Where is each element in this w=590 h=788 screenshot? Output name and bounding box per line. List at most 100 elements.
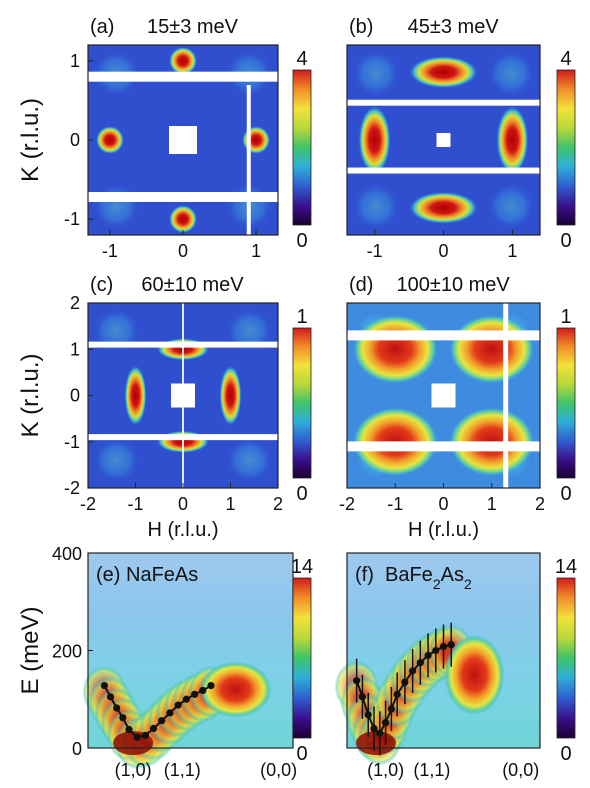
detector-gap-mask [246, 85, 251, 235]
panel-title: BaFe2As2 [385, 564, 472, 592]
x-tick-label: 0 [178, 241, 188, 261]
y-tick-label: 0 [70, 386, 80, 406]
x-tick-label: -1 [127, 494, 143, 514]
panel-d: (d) 100±10 meV -2 -1 0 1 2 H (r.l.u.) [339, 274, 545, 541]
panel-label: (f) [355, 564, 374, 586]
colorbar-max-label: 1 [296, 306, 307, 328]
panel-b: (b) 45±3 meV -1 0 1 [346, 16, 541, 261]
background-glow [487, 50, 535, 97]
colorbar-gradient [292, 327, 312, 479]
detector-gap-mask [88, 192, 278, 202]
colorbar-gradient [556, 577, 576, 739]
intensity-spot [242, 126, 271, 154]
x-tick-label: -1 [367, 241, 383, 261]
dispersion-point [141, 731, 149, 739]
beam-mask [436, 133, 451, 147]
subscript: 2 [433, 576, 441, 592]
panel-c: (c) 60±10 meV -2 -1 0 1 2 -2 -1 0 1 2 K (r.l.u.) H (r… [17, 274, 283, 541]
x-tick-label: 0 [438, 241, 448, 261]
background-glow [352, 183, 400, 230]
beam-mask [169, 126, 197, 154]
dispersion-point [409, 667, 417, 675]
x-tick-label: (1,0) [115, 760, 152, 780]
x-tick-label: 1 [507, 241, 517, 261]
spectral-weight-low [355, 731, 396, 756]
y-tick-label: 1 [70, 339, 80, 359]
colorbar-max-label: 4 [560, 48, 571, 70]
dispersion-point [439, 643, 448, 651]
dispersion-point [150, 724, 158, 733]
colorbar-gradient [556, 69, 576, 226]
detector-gap-mask [88, 71, 278, 82]
dispersion-point [174, 701, 182, 709]
dispersion-point [370, 724, 378, 733]
spectral-weight-peak [199, 661, 272, 718]
colorbar-max-label: 4 [296, 48, 307, 70]
panel-title: 15±3 meV [147, 16, 239, 38]
x-tick-label: 2 [273, 494, 283, 514]
dispersion-point [432, 646, 440, 655]
colorbar-1: 40 [292, 48, 312, 252]
dispersion-point [364, 711, 372, 719]
detector-gap-mask [347, 441, 540, 452]
x-tick-label: (0,0) [502, 760, 539, 780]
y-tick-label: 0 [70, 130, 80, 150]
panel-label: (c) [90, 274, 113, 296]
panel-e: (e) NaFeAs 0 200 400 (1,0) (1,1) (0,0) E (meV) [17, 544, 297, 780]
subscript: 2 [464, 576, 472, 592]
background-glow [93, 438, 140, 483]
dispersion-point [358, 693, 367, 701]
x-tick-label: 1 [225, 494, 235, 514]
intensity-spot [169, 46, 197, 75]
dispersion-point [393, 690, 401, 698]
intensity-spot [219, 365, 242, 426]
detector-gap-mask [347, 99, 540, 106]
dispersion-point [401, 678, 409, 686]
plot-frame [346, 552, 541, 749]
dispersion-point [191, 690, 199, 698]
colorbar-max-label: 14 [555, 556, 577, 578]
x-tick-label: -2 [339, 494, 355, 514]
x-tick-label: 0 [438, 494, 448, 514]
y-tick-label: 1 [70, 51, 80, 71]
x-tick-label: (0,0) [260, 760, 297, 780]
y-tick-label: 400 [52, 544, 82, 564]
intensity-spot [169, 205, 197, 234]
dispersion-point [119, 714, 127, 722]
y-tick-label: -1 [64, 209, 80, 229]
dispersion-point [182, 695, 190, 703]
dispersion-point [416, 659, 424, 667]
colorbar-gradient [292, 69, 312, 226]
panel-title: 100±10 meV [397, 274, 511, 296]
background-glow [352, 50, 400, 97]
background-glow [487, 183, 535, 230]
colorbar-max-label: 14 [291, 556, 313, 578]
intensity-spot [124, 365, 147, 426]
dispersion-point [447, 641, 455, 649]
y-tick-label: 2 [70, 293, 80, 313]
colorbar-min-label: 0 [560, 743, 571, 765]
colorbar-min-label: 0 [296, 230, 307, 252]
colorbar-gradient [292, 577, 312, 739]
detector-gap-mask [182, 303, 184, 488]
panel-title: NaFeAs [126, 564, 198, 586]
spectral-weight-peak [444, 634, 505, 715]
x-tick-label: -1 [102, 241, 118, 261]
colorbar-min-label: 0 [560, 483, 571, 505]
dispersion-point [353, 677, 361, 685]
dispersion-point [387, 705, 395, 713]
colorbar-min-label: 0 [296, 483, 307, 505]
dispersion-point [113, 704, 121, 712]
x-tick-label: 1 [251, 241, 261, 261]
dispersion-point [376, 729, 384, 737]
dispersion-point [100, 682, 108, 690]
beam-mask [431, 383, 456, 408]
panel-label: (e) [96, 564, 120, 586]
x-tick-label: -2 [80, 494, 96, 514]
x-axis-label: H (r.l.u.) [147, 519, 218, 541]
x-tick-label: -1 [387, 494, 403, 514]
y-axis-label: K (r.l.u.) [17, 353, 44, 437]
panel-label: (a) [90, 16, 114, 38]
detector-gap-mask [503, 303, 509, 488]
x-tick-label: 0 [178, 494, 188, 514]
